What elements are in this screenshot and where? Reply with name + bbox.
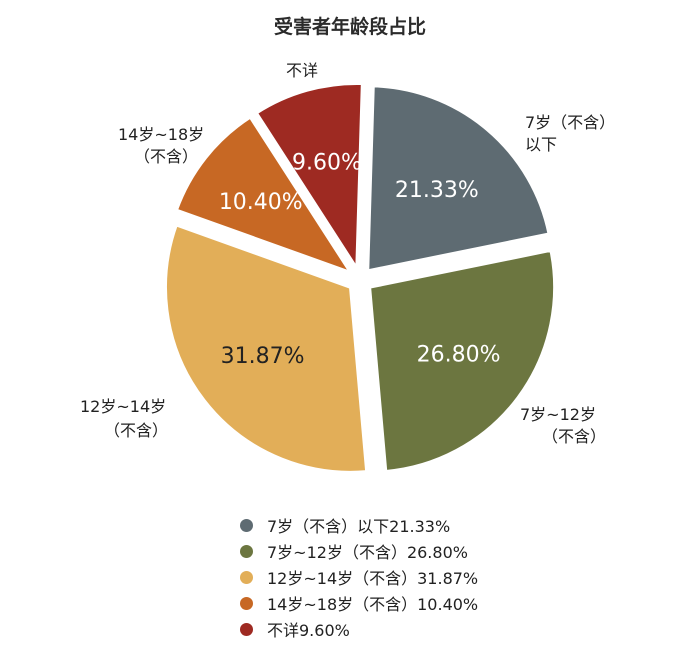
slice-category-label: 7岁~12岁 (520, 405, 596, 424)
pie-slice (368, 248, 557, 474)
slice-value-label: 21.33% (395, 178, 479, 203)
legend-swatch (240, 596, 253, 610)
slice-category-label: （不含） (134, 147, 198, 166)
pie-plot-area: 21.33% 7岁（不含） 以下 26.80% 7岁~12岁 （不含） 31.87% 12岁~… (80, 61, 615, 474)
slice-value-label: 26.80% (417, 343, 501, 368)
pie-slice (254, 82, 364, 274)
slice-value-label: 31.87% (221, 344, 305, 369)
legend-item: 12岁~14岁（不含）31.87% (240, 564, 540, 590)
legend-label: 7岁~12岁（不含）26.80% (267, 543, 468, 562)
legend-label: 12岁~14岁（不含）31.87% (267, 569, 479, 588)
slice-category-label: 12岁~14岁 (80, 397, 166, 416)
slice-category-label: 不详 (286, 61, 318, 80)
slice-category-label: 7岁（不含） (525, 113, 615, 132)
pie-slice (366, 84, 551, 273)
slice-category-label: 以下 (525, 135, 557, 154)
slice-value-label: 9.60% (292, 151, 362, 176)
legend-label: 不详9.60% (267, 621, 350, 640)
slice-category-label: 14岁~18岁 (118, 125, 204, 144)
slice-category-label: （不含） (104, 421, 168, 440)
legend-swatch (240, 570, 253, 584)
legend-item: 不详9.60% (240, 616, 540, 642)
legend-swatch (240, 518, 253, 532)
legend: 7岁（不含）以下21.33% 7岁~12岁（不含）26.80% 12岁~14岁（不含… (240, 512, 540, 642)
pie-slice (164, 222, 369, 474)
legend-label: 14岁~18岁（不含）10.40% (267, 595, 479, 614)
legend-swatch (240, 544, 253, 558)
legend-item: 7岁（不含）以下21.33% (240, 512, 540, 538)
slice-value-label: 10.40% (219, 190, 303, 215)
legend-swatch (240, 622, 253, 636)
legend-item: 7岁~12岁（不含）26.80% (240, 538, 540, 564)
chart-title: 受害者年龄段占比 (273, 16, 426, 38)
legend-item: 14岁~18岁（不含）10.40% (240, 590, 540, 616)
slice-category-label: （不含） (542, 427, 606, 446)
legend-label: 7岁（不含）以下21.33% (267, 517, 451, 536)
pie-slice (174, 115, 355, 276)
